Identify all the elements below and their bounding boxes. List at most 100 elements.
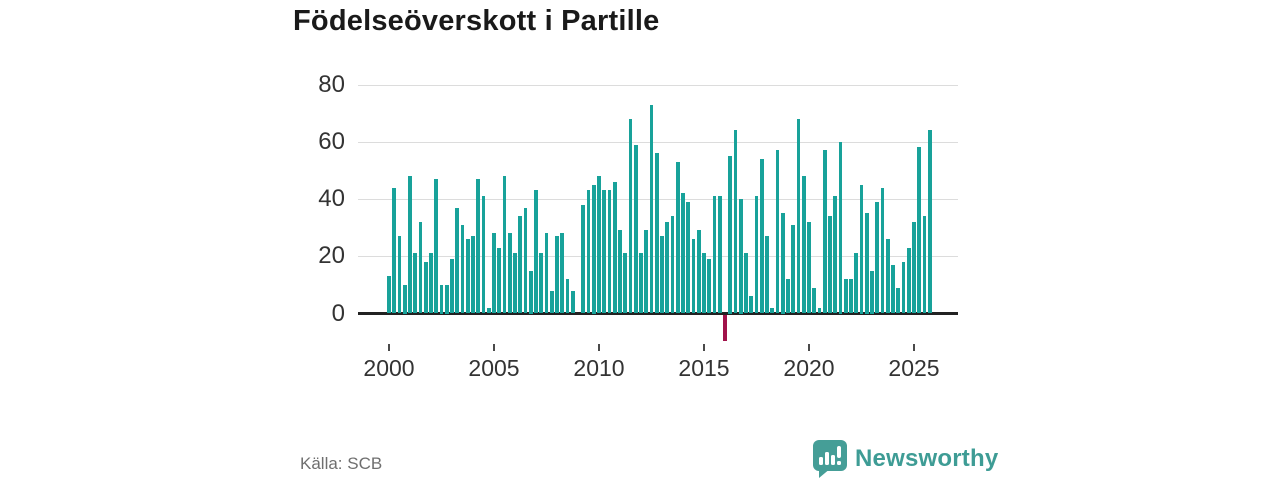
bar [392,187,397,314]
bar [429,253,433,314]
bar [586,190,591,314]
x-axis-tick-label: 2010 [573,355,625,381]
source-attribution: Källa: SCB [300,454,383,473]
newsworthy-logo[interactable]: Newsworthy [813,440,998,478]
bar [481,196,486,314]
bar [922,216,927,314]
bar [843,279,848,314]
bar [544,233,549,314]
bar [917,147,922,314]
bar [880,187,885,314]
bar [497,247,502,314]
bar [628,118,633,314]
bar [649,104,654,314]
bar [828,216,832,314]
bar [408,176,412,314]
bar [854,253,859,314]
bar [686,201,691,314]
bar [581,204,586,314]
bar [812,287,817,314]
bar [513,253,517,314]
x-axis-tick [913,344,915,351]
bar [849,279,853,314]
bar-negative [723,315,727,342]
chart-title: Födelseöverskott i Partille [293,5,660,37]
x-axis-tick-label: 2020 [783,355,835,381]
bar [728,156,733,314]
bar [654,153,659,314]
bar [744,253,748,314]
bar [765,236,769,314]
gridline [358,141,958,143]
bar [418,221,423,314]
bar [444,284,449,314]
bar [618,230,622,314]
gridline [358,84,958,86]
bar [891,264,895,314]
bar [696,230,701,314]
bar [660,236,664,314]
bar [901,261,906,314]
x-axis-tick-label: 2005 [468,355,520,381]
bar [885,239,890,314]
bar [770,307,775,314]
bar [817,307,822,314]
bar [702,253,706,314]
bar [397,236,402,314]
bar [570,290,575,314]
bar [555,236,559,314]
bar [775,150,780,314]
bar [691,239,696,314]
bar [607,190,612,314]
bar [565,279,570,314]
bar [912,221,916,314]
bar [859,184,864,314]
bar [759,158,764,314]
bar [597,176,601,314]
newsworthy-bubble-chart-icon [813,440,847,478]
bar [402,284,407,314]
bar [507,233,512,314]
bar [450,259,454,314]
bar [492,233,496,314]
bar [786,279,790,314]
bar [486,307,491,314]
bar [754,196,759,314]
bar [870,270,874,314]
bar [387,276,391,314]
bar [434,178,439,314]
y-axis-tick-label: 40 [318,185,345,212]
bar [476,178,481,314]
bar [612,181,617,314]
y-axis-tick-label: 20 [318,242,345,270]
y-axis-tick-label: 60 [318,127,345,155]
bar [838,141,843,314]
bar [875,201,880,314]
x-axis-zero-line [358,312,958,315]
bar [675,161,680,314]
bar [712,196,717,314]
bar [681,193,685,314]
newsworthy-wordmark: Newsworthy [855,445,999,472]
bar [833,196,838,314]
bar [523,207,528,314]
bar [455,207,460,314]
bar [780,213,785,314]
bar [822,150,827,314]
bar [549,290,554,314]
x-axis-tick [493,344,495,351]
bar [502,176,507,314]
x-axis-tick-label: 2000 [363,355,415,381]
y-axis-tick-label: 80 [318,70,345,98]
y-axis-tick-label: 0 [331,299,345,327]
x-axis-tick [388,344,390,351]
bar [423,261,428,314]
bar [791,224,796,314]
bar [591,184,596,314]
bar [807,221,811,314]
bar [707,259,712,314]
bar [623,253,628,314]
bar [801,176,806,314]
bar [717,196,722,314]
